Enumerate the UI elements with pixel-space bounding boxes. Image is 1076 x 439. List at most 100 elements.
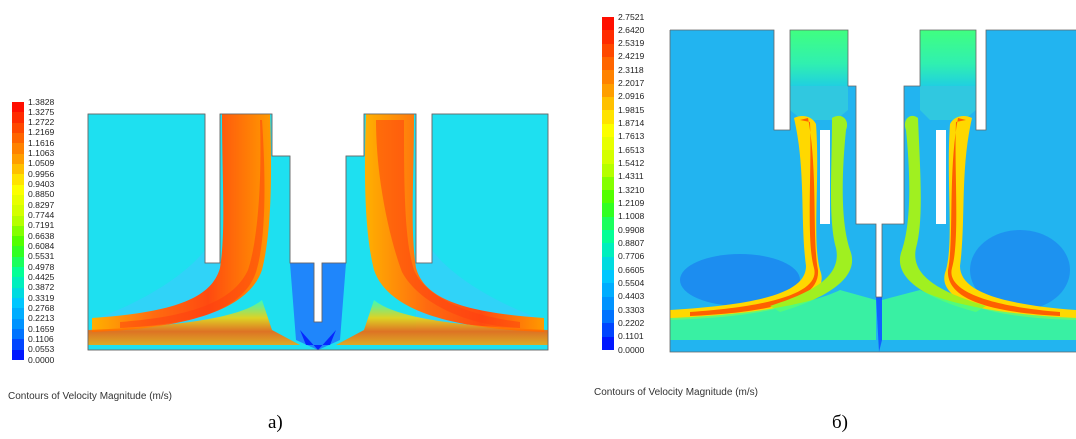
- colorbar-tick-label: 0.7744: [28, 210, 55, 221]
- colorbar-tick-label: 0.5504: [618, 277, 645, 288]
- colorbar-step: [12, 308, 24, 320]
- center-stagnation-a: [290, 263, 346, 350]
- colorbar-step: [12, 153, 24, 165]
- colorbar-tick-label: 0.0553: [28, 344, 55, 355]
- colorbar-step: [12, 277, 24, 289]
- colorbar-tick-label: 2.7521: [618, 11, 645, 22]
- colorbar-step: [12, 267, 24, 278]
- colorbar-step: [12, 298, 24, 309]
- colorbar-step: [602, 163, 614, 178]
- colorbar-a: [12, 102, 24, 361]
- colorbar-step: [12, 132, 24, 144]
- colorbar-step: [602, 43, 614, 58]
- contour-plot-b: [669, 29, 1076, 353]
- colorbar-step: [602, 110, 614, 125]
- colorbar-tick-label: 0.4403: [618, 291, 645, 302]
- jet-right-outer-b: [944, 116, 1076, 320]
- colorbar-tick-label: 0.0000: [618, 344, 645, 355]
- colorbar-step: [602, 323, 614, 338]
- colorbar-tick-label: 2.6420: [618, 24, 645, 35]
- colorbar-step: [12, 225, 24, 237]
- colorbar-tick-label: 2.2017: [618, 78, 645, 89]
- colorbar-step: [602, 176, 614, 191]
- colorbar-tick-label: 0.3303: [618, 304, 645, 315]
- colorbar-tick-label: 1.3275: [28, 106, 55, 117]
- colorbar-step: [12, 143, 24, 155]
- contour-title-a: Contours of Velocity Magnitude (m/s): [8, 391, 172, 402]
- colorbar-tick-label: 0.2202: [618, 317, 645, 328]
- bottom-band-b: [670, 290, 876, 340]
- colorbar-step: [12, 236, 24, 247]
- colorbar-step: [602, 216, 614, 231]
- colorbar-step: [12, 256, 24, 268]
- colorbar-tick-label: 1.5412: [618, 158, 645, 169]
- colorbar-step: [602, 230, 614, 244]
- panel-label-b: б): [832, 412, 848, 433]
- colorbar-tick-label: 1.0509: [28, 158, 55, 169]
- colorbar-tick-label: 0.2768: [28, 302, 55, 313]
- bottom-band-b2: [882, 290, 1076, 340]
- colorbar-step: [602, 30, 614, 45]
- colorbar-step: [12, 163, 24, 175]
- colorbar-tick-label: 1.2169: [28, 127, 55, 138]
- colorbar-tick-label: 0.1659: [28, 323, 55, 334]
- jet-left-outer-b: [670, 116, 822, 320]
- vortex-left-b: [680, 254, 800, 306]
- panel-label-a: а): [268, 412, 283, 433]
- colorbar-tick-label: 2.5319: [618, 38, 645, 49]
- colorbar-step: [602, 283, 614, 298]
- colorbar-tick-label: 0.6638: [28, 230, 55, 241]
- colorbar-tick-label: 0.6084: [28, 240, 55, 251]
- contour-title-b: Contours of Velocity Magnitude (m/s): [594, 387, 758, 398]
- colorbar-tick-label: 1.3828: [28, 96, 55, 107]
- colorbar-tick-label: 1.1616: [28, 137, 55, 148]
- colorbar-tick-label: 1.2109: [618, 197, 645, 208]
- colorbar-tick-label: 1.4311: [618, 171, 644, 182]
- colorbar-tick-label: 2.3118: [618, 64, 644, 75]
- colorbar-tick-label: 1.6513: [618, 144, 645, 155]
- colorbar-step: [602, 270, 614, 284]
- colorbar-step: [602, 17, 614, 31]
- panel-b: 2.7521 2.6420 2.5319 2.4219 2.3118 2.2017 2.09…: [580, 0, 1076, 439]
- jet-right-inner-b: [899, 115, 986, 312]
- colorbar-tick-label: 0.8807: [618, 237, 645, 248]
- colorbar-tick-label: 2.4219: [618, 51, 645, 62]
- colorbar-step: [602, 336, 614, 351]
- colorbar-step: [12, 329, 24, 340]
- chamber-left-b: [790, 30, 848, 86]
- colorbar-step: [602, 203, 614, 218]
- colorbar-step: [12, 205, 24, 216]
- colorbar-b: [602, 17, 614, 351]
- center-stagnation-a2: [300, 330, 336, 350]
- colorbar-tick-label: 0.9908: [618, 224, 645, 235]
- colorbar-tick-label: 2.0916: [618, 91, 645, 102]
- colorbar-step: [12, 339, 24, 351]
- colorbar-tick-label: 1.1063: [28, 148, 55, 159]
- colorbar-tick-label: 1.7613: [618, 131, 645, 142]
- colorbar-tick-label: 1.1008: [618, 211, 645, 222]
- colorbar-tick-label: 0.9956: [28, 168, 55, 179]
- colorbar-step: [12, 122, 24, 134]
- colorbar-step: [602, 150, 614, 164]
- colorbar-tick-label: 0.8850: [28, 189, 55, 200]
- colorbar-tick-label: 0.1101: [618, 331, 644, 342]
- colorbar-tick-label: 0.4978: [28, 261, 55, 272]
- panel-a: 1.3828 1.3275 1.2722 1.2169 1.1616 1.1063 1.05…: [8, 96, 549, 433]
- bottom-band-a: [88, 300, 300, 345]
- colorbar-step: [602, 310, 614, 324]
- colorbar-tick-label: 0.9403: [28, 179, 55, 190]
- colorbar-tick-label: 0.3872: [28, 282, 55, 293]
- vortex-right-b: [970, 230, 1070, 310]
- colorbar-step: [12, 287, 24, 299]
- colorbar-tick-label: 0.0000: [28, 354, 55, 365]
- colorbar-step: [602, 70, 614, 85]
- colorbar-step: [12, 194, 24, 206]
- colorbar-step: [12, 174, 24, 186]
- colorbar-tick-label: 0.8297: [28, 199, 55, 210]
- colorbar-step: [602, 83, 614, 98]
- colorbar-step: [12, 215, 24, 227]
- colorbar-step: [12, 349, 24, 361]
- bottom-band-a2: [336, 300, 548, 345]
- colorbar-step: [12, 102, 24, 113]
- jet-left-inner-b: [770, 115, 853, 312]
